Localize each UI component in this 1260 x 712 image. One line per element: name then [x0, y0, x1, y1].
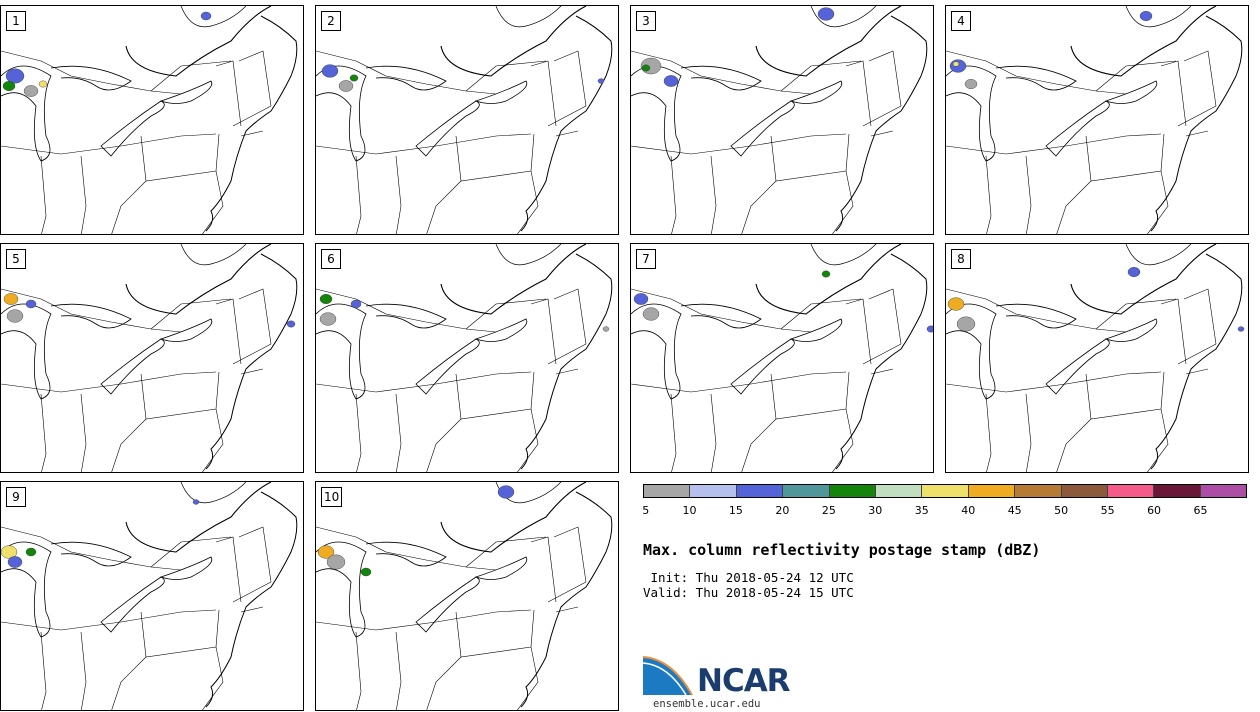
- website-text: ensemble.ucar.edu: [653, 698, 761, 710]
- colorbar-bin: [1154, 485, 1201, 497]
- ensemble-member-panel: 9: [0, 481, 304, 711]
- member-label: 7: [636, 249, 656, 269]
- colorbar-tick-label: 55: [1100, 504, 1115, 517]
- colorbar-bin: [875, 485, 923, 497]
- colorbar-tick-label: 40: [961, 504, 976, 517]
- colorbar-bin: [1061, 485, 1108, 497]
- ensemble-member-panel: 4: [945, 5, 1249, 235]
- ensemble-member-panel: 3: [630, 5, 934, 235]
- member-label: 5: [6, 249, 26, 269]
- ensemble-member-panel: 7: [630, 243, 934, 473]
- ensemble-member-panel: 8: [945, 243, 1249, 473]
- colorbar-tick-label: 50: [1054, 504, 1069, 517]
- member-label: 10: [321, 487, 343, 507]
- colorbar-tick-label: 65: [1193, 504, 1208, 517]
- init-time: Init: Thu 2018-05-24 12 UTC: [643, 570, 854, 585]
- colorbar-bin: [644, 485, 691, 497]
- member-label: 9: [6, 487, 26, 507]
- ensemble-member-panel: 2: [315, 5, 619, 235]
- member-label: 8: [951, 249, 971, 269]
- colorbar-bin: [736, 485, 784, 497]
- valid-time: Valid: Thu 2018-05-24 15 UTC: [643, 585, 854, 600]
- colorbar-tick-label: 45: [1007, 504, 1022, 517]
- colorbar-tick-label: 5: [642, 504, 650, 517]
- colorbar-tick-label: 30: [868, 504, 883, 517]
- colorbar-tick-label: 10: [682, 504, 697, 517]
- member-label: 2: [321, 11, 341, 31]
- colorbar-bin: [922, 485, 969, 497]
- ncar-logo-icon: [642, 656, 693, 696]
- member-label: 3: [636, 11, 656, 31]
- ensemble-member-panel: 10: [315, 481, 619, 711]
- colorbar-bin: [783, 485, 830, 497]
- colorbar-tick-label: 20: [775, 504, 790, 517]
- ensemble-member-panel: 5: [0, 243, 304, 473]
- member-label: 1: [6, 11, 26, 31]
- colorbar-bin: [690, 485, 737, 497]
- colorbar-tick-label: 60: [1147, 504, 1162, 517]
- member-label: 6: [321, 249, 341, 269]
- ncar-wordmark: NCAR: [697, 663, 791, 699]
- plot-title: Max. column reflectivity postage stamp (…: [643, 541, 1041, 559]
- colorbar-bin: [1200, 485, 1247, 497]
- colorbar-bin: [968, 485, 1016, 497]
- colorbar-tick-label: 15: [728, 504, 743, 517]
- colorbar-bin: [829, 485, 876, 497]
- colorbar-tick-label: 25: [821, 504, 836, 517]
- ensemble-member-panel: 6: [315, 243, 619, 473]
- ensemble-member-panel: 1: [0, 5, 304, 235]
- colorbar-ticks: 5 10 15 20 25 30 35 40 45 50 55 60 65: [642, 504, 1247, 520]
- colorbar-bin: [1015, 485, 1062, 497]
- colorbar-tick-label: 35: [914, 504, 929, 517]
- reflectivity-colorbar: [643, 484, 1247, 498]
- colorbar-bin: [1107, 485, 1155, 497]
- member-label: 4: [951, 11, 971, 31]
